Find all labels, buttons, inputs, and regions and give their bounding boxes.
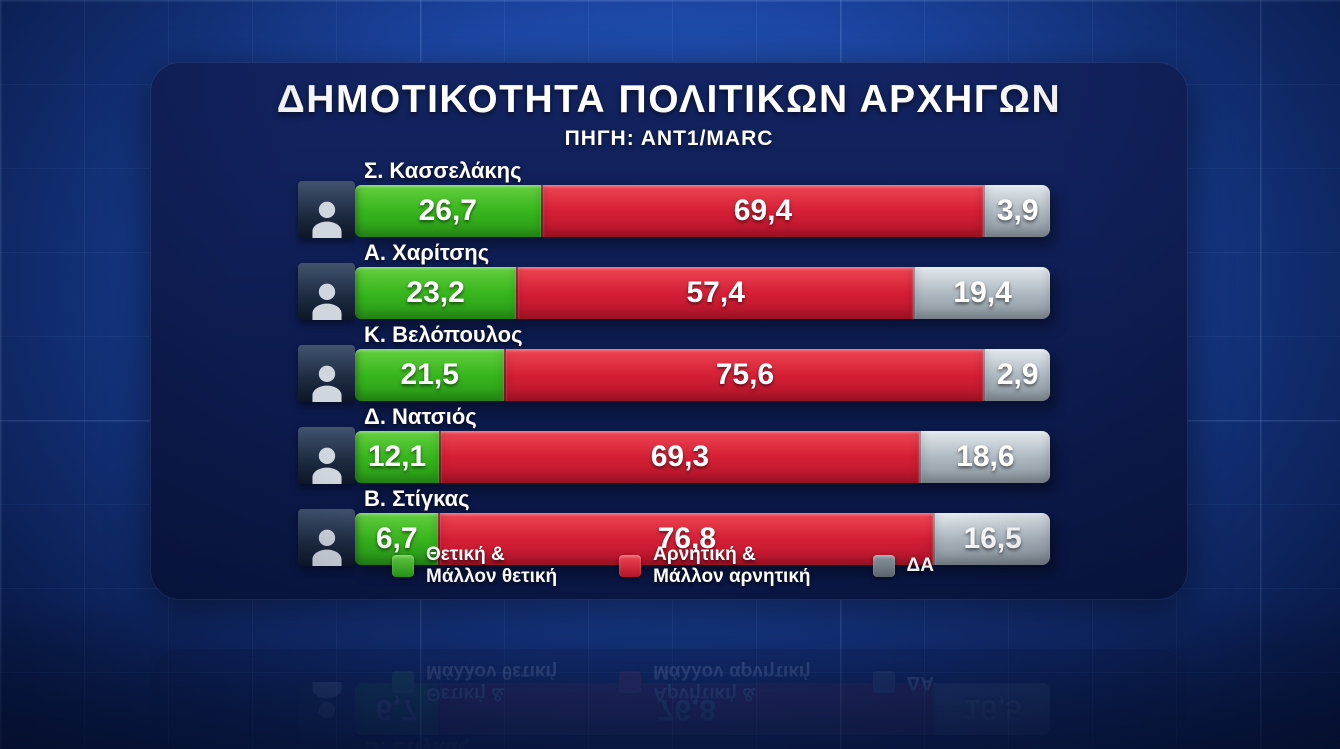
leader-photo <box>298 427 355 484</box>
legend-swatch-dk <box>872 555 895 578</box>
person-icon <box>311 529 342 566</box>
leader-row: Α. Χαρίτσης 23,2 57,4 19,4 <box>150 241 1188 321</box>
person-icon <box>311 283 342 320</box>
bar-segment-dk: 19,4 <box>913 267 1050 319</box>
leader-photo <box>298 509 355 566</box>
page-title: ΔΗΜΟΤΙΚΟΤΗΤΑ ΠΟΛΙΤΙΚΩΝ ΑΡΧΗΓΩΝ <box>276 78 1062 121</box>
leader-name: Κ. Βελόπουλος <box>364 322 523 347</box>
bar-segment-dk: 3,9 <box>983 185 1050 237</box>
poll-panel: ΔΗΜΟΤΙΚΟΤΗΤΑ ΠΟΛΙΤΙΚΩΝ ΑΡΧΗΓΩΝ ΠΗΓΗ: ΑΝΤ… <box>150 62 1188 600</box>
bar-segment-negative: 75,6 <box>504 349 984 401</box>
legend-item-dk: ΔΑ <box>872 555 934 578</box>
stacked-bar: 21,5 75,6 2,9 <box>355 349 1050 401</box>
value-label-negative: 69,3 <box>650 440 710 473</box>
legend-label-line: Θετική & <box>426 544 505 566</box>
bar-segment-dk: 16,5 <box>933 513 1050 565</box>
legend-label-line: ΔΑ <box>906 555 934 577</box>
leader-rows: Σ. Κασσελάκης 26,7 69,4 3,9 Α. Χαρίτσης … <box>150 159 1188 567</box>
bar-segment-negative: 69,3 <box>439 431 919 483</box>
leader-row: Σ. Κασσελάκης 26,7 69,4 3,9 <box>150 159 1188 239</box>
bar-segment-positive: 26,7 <box>355 185 541 237</box>
value-label-positive: 26,7 <box>418 194 477 227</box>
person-icon <box>311 365 342 402</box>
bar-segment-dk: 18,6 <box>918 431 1050 483</box>
leader-name: Σ. Κασσελάκης <box>364 158 522 183</box>
leader-photo <box>298 181 355 238</box>
bar-segment-positive: 21,5 <box>355 349 505 401</box>
value-label-positive: 23,2 <box>406 276 465 309</box>
legend-item-negative: Αρνητική & Μάλλον αρνητική <box>619 544 811 588</box>
value-label-negative: 57,4 <box>686 276 745 309</box>
legend-label-line: Μάλλον αρνητική <box>653 566 811 588</box>
stacked-bar: 12,1 69,3 18,6 <box>355 431 1050 483</box>
value-label-dk: 16,5 <box>963 522 1022 555</box>
value-label-dk: 3,9 <box>996 194 1039 227</box>
legend-label-line: Αρνητική & <box>653 544 756 566</box>
person-icon <box>311 201 342 238</box>
leader-name: Β. Στίγκας <box>364 486 470 511</box>
value-label-negative: 75,6 <box>715 358 775 391</box>
leader-name: Α. Χαρίτσης <box>364 240 490 265</box>
value-label-positive: 21,5 <box>400 358 459 391</box>
stacked-bar: 26,7 69,4 3,9 <box>355 185 1050 237</box>
value-label-negative: 69,4 <box>733 194 793 227</box>
bar-segment-negative: 57,4 <box>516 267 914 319</box>
legend-label-negative: Αρνητική & Μάλλον αρνητική <box>653 544 810 588</box>
leader-row: Δ. Νατσιός 12,1 69,3 18,6 <box>150 405 1188 485</box>
bar-segment-positive: 23,2 <box>355 267 517 319</box>
legend-label-line: Μάλλον θετική <box>426 566 558 588</box>
person-icon <box>311 447 342 484</box>
legend-item-positive: Θετική & Μάλλον θετική <box>392 544 557 588</box>
legend-swatch-negative <box>619 555 642 578</box>
value-label-dk: 18,6 <box>956 440 1015 473</box>
legend-label-dk: ΔΑ <box>907 555 934 577</box>
value-label-positive: 12,1 <box>367 440 427 473</box>
leader-name: Δ. Νατσιός <box>364 404 477 429</box>
leader-photo <box>298 345 355 402</box>
source-label: ΠΗΓΗ: ΑΝΤ1/MARC <box>564 127 774 150</box>
leader-photo <box>298 263 355 320</box>
legend: Θετική & Μάλλον θετική Αρνητική & Μάλλον… <box>392 544 934 588</box>
bar-segment-negative: 69,4 <box>540 185 984 237</box>
value-label-dk: 2,9 <box>996 358 1039 391</box>
value-label-dk: 19,4 <box>953 276 1012 309</box>
leader-row: Κ. Βελόπουλος 21,5 75,6 2,9 <box>150 323 1188 403</box>
legend-label-positive: Θετική & Μάλλον θετική <box>426 544 557 588</box>
stacked-bar: 23,2 57,4 19,4 <box>355 267 1050 319</box>
bar-segment-dk: 2,9 <box>983 349 1050 401</box>
legend-swatch-positive <box>392 555 414 578</box>
bar-segment-positive: 12,1 <box>355 431 440 483</box>
